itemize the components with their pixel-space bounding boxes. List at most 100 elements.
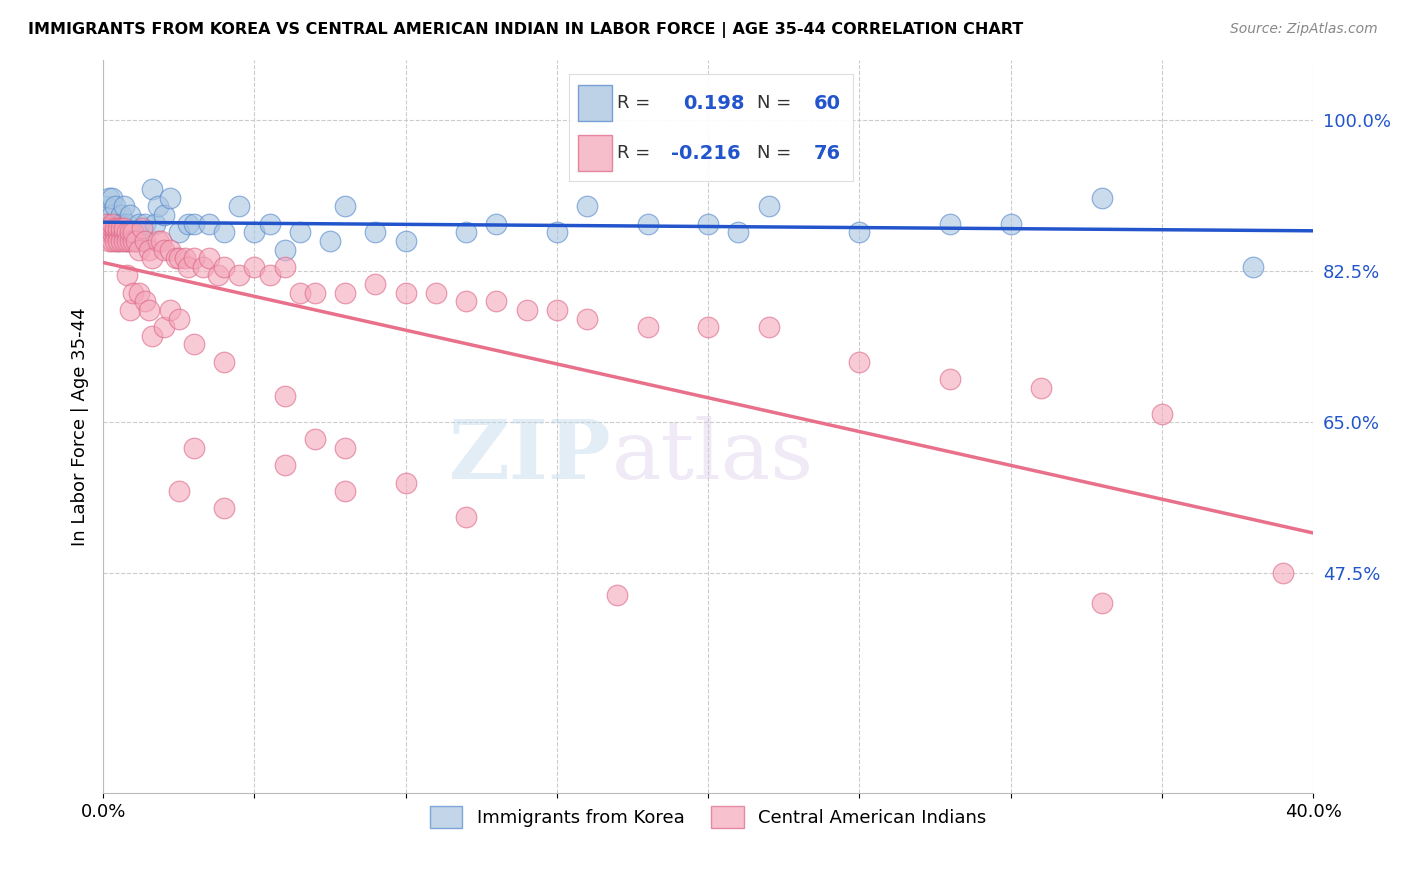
- Point: [456, 294, 478, 309]
- Point: [1090, 596, 1112, 610]
- Point: [104, 225, 127, 239]
- Point: [333, 285, 356, 300]
- Point: [167, 484, 190, 499]
- Point: [273, 243, 295, 257]
- Point: [112, 234, 135, 248]
- Point: [1272, 566, 1295, 581]
- Point: [273, 389, 295, 403]
- Point: [1000, 217, 1022, 231]
- Point: [576, 311, 599, 326]
- Point: [637, 217, 659, 231]
- Point: [96, 217, 118, 231]
- Point: [141, 328, 163, 343]
- Point: [198, 251, 221, 265]
- Point: [122, 234, 145, 248]
- Point: [141, 251, 163, 265]
- Point: [177, 260, 200, 274]
- Point: [212, 501, 235, 516]
- Point: [273, 458, 295, 473]
- Point: [259, 268, 281, 283]
- Point: [134, 294, 156, 309]
- Point: [104, 217, 127, 231]
- Point: [96, 217, 118, 231]
- Point: [146, 199, 169, 213]
- Point: [117, 234, 139, 248]
- Point: [110, 234, 132, 248]
- Point: [228, 199, 250, 213]
- Point: [98, 217, 121, 231]
- Point: [122, 225, 145, 239]
- Point: [134, 234, 156, 248]
- Point: [546, 302, 568, 317]
- Point: [159, 243, 181, 257]
- Point: [107, 221, 129, 235]
- Point: [120, 225, 142, 239]
- Point: [165, 251, 187, 265]
- Point: [120, 302, 142, 317]
- Point: [364, 277, 387, 291]
- Point: [212, 355, 235, 369]
- Point: [141, 182, 163, 196]
- Point: [288, 225, 311, 239]
- Point: [120, 208, 142, 222]
- Point: [110, 217, 132, 231]
- Point: [319, 234, 342, 248]
- Point: [576, 199, 599, 213]
- Point: [167, 311, 190, 326]
- Point: [364, 225, 387, 239]
- Point: [243, 225, 266, 239]
- Point: [131, 234, 153, 248]
- Point: [98, 225, 121, 239]
- Point: [212, 225, 235, 239]
- Point: [96, 221, 118, 235]
- Point: [333, 441, 356, 455]
- Point: [112, 221, 135, 235]
- Point: [107, 217, 129, 231]
- Point: [395, 475, 418, 490]
- Point: [395, 234, 418, 248]
- Point: [138, 243, 160, 257]
- Point: [125, 234, 148, 248]
- Point: [697, 320, 720, 334]
- Point: [101, 225, 124, 239]
- Point: [117, 225, 139, 239]
- Point: [606, 588, 628, 602]
- Point: [152, 320, 174, 334]
- Point: [288, 285, 311, 300]
- Point: [456, 225, 478, 239]
- Point: [96, 199, 118, 213]
- Legend: Immigrants from Korea, Central American Indians: Immigrants from Korea, Central American …: [422, 799, 994, 836]
- Point: [120, 225, 142, 239]
- Point: [1150, 407, 1173, 421]
- Point: [758, 199, 780, 213]
- Point: [939, 217, 962, 231]
- Point: [128, 243, 150, 257]
- Point: [98, 234, 121, 248]
- Text: atlas: atlas: [612, 416, 814, 496]
- Point: [110, 221, 132, 235]
- Point: [167, 225, 190, 239]
- Text: IMMIGRANTS FROM KOREA VS CENTRAL AMERICAN INDIAN IN LABOR FORCE | AGE 35-44 CORR: IMMIGRANTS FROM KOREA VS CENTRAL AMERICA…: [28, 22, 1024, 38]
- Point: [112, 225, 135, 239]
- Point: [333, 199, 356, 213]
- Point: [727, 225, 749, 239]
- Point: [122, 285, 145, 300]
- Point: [98, 191, 121, 205]
- Point: [228, 268, 250, 283]
- Text: Source: ZipAtlas.com: Source: ZipAtlas.com: [1230, 22, 1378, 37]
- Point: [104, 225, 127, 239]
- Point: [134, 217, 156, 231]
- Point: [112, 225, 135, 239]
- Point: [304, 285, 326, 300]
- Point: [101, 234, 124, 248]
- Y-axis label: In Labor Force | Age 35-44: In Labor Force | Age 35-44: [72, 307, 89, 546]
- Point: [212, 260, 235, 274]
- Point: [1241, 260, 1264, 274]
- Point: [110, 225, 132, 239]
- Point: [273, 260, 295, 274]
- Point: [485, 217, 508, 231]
- Point: [697, 217, 720, 231]
- Point: [637, 320, 659, 334]
- Point: [146, 234, 169, 248]
- Point: [259, 217, 281, 231]
